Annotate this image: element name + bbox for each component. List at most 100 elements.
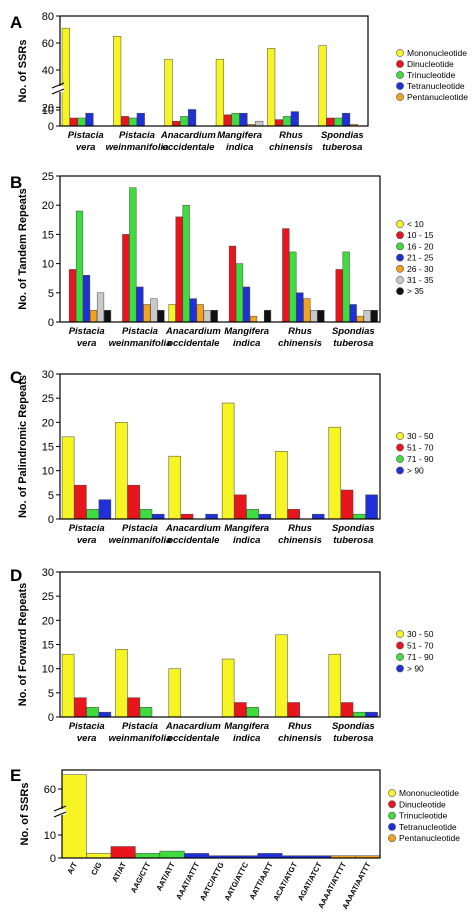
y-tick-label: 60 bbox=[44, 784, 56, 796]
y-axis-label-a: No. of SSRs bbox=[17, 40, 29, 103]
bar bbox=[289, 251, 297, 323]
bar bbox=[221, 402, 235, 520]
y-tick-label: 20 bbox=[42, 615, 54, 627]
legend-swatch bbox=[396, 630, 404, 638]
bar bbox=[335, 269, 343, 323]
category-label: chinensis bbox=[278, 338, 322, 349]
bar bbox=[290, 111, 299, 127]
axis-break-mask bbox=[52, 86, 64, 92]
bar bbox=[61, 27, 70, 127]
category-label: Rhus bbox=[279, 130, 303, 141]
bar bbox=[86, 509, 99, 520]
y-axis-label-d: No. of Forward Repeats bbox=[17, 583, 29, 706]
panel-label-e: E bbox=[10, 766, 21, 785]
bar bbox=[139, 707, 153, 718]
bar bbox=[223, 114, 232, 127]
category-label: occidentale bbox=[162, 142, 215, 153]
bar bbox=[139, 509, 153, 520]
y-tick-label: 5 bbox=[48, 490, 54, 502]
category-label: vera bbox=[77, 733, 97, 744]
bar bbox=[334, 117, 343, 127]
bars-a bbox=[61, 27, 359, 127]
y-tick-label: 25 bbox=[42, 393, 54, 405]
bar bbox=[356, 315, 364, 323]
y-tick-label: 60 bbox=[42, 38, 54, 50]
category-label: AAAT/ATTT bbox=[174, 860, 201, 901]
category-label: Pistacia bbox=[69, 523, 105, 534]
bar bbox=[77, 117, 86, 127]
category-label: ACAT/ATGT bbox=[271, 860, 299, 902]
bar bbox=[188, 109, 197, 127]
bar bbox=[159, 850, 185, 859]
bar bbox=[317, 310, 325, 323]
bar bbox=[365, 711, 378, 718]
y-tick-label: 10 bbox=[42, 664, 54, 676]
y-axis-b: 0 5 10 15 20 25 No. of Tandem Repeats bbox=[17, 171, 60, 329]
bar bbox=[365, 494, 378, 520]
bar bbox=[246, 707, 259, 718]
category-label: Anacardium bbox=[160, 130, 216, 141]
bar bbox=[239, 112, 248, 127]
bar bbox=[168, 455, 182, 520]
legend-label: 51 - 70 bbox=[407, 443, 434, 453]
legend-swatch bbox=[396, 664, 404, 673]
bar bbox=[180, 513, 194, 520]
y-tick-label: 15 bbox=[42, 229, 54, 241]
legend-swatch bbox=[396, 466, 404, 475]
y-axis-label-c: No. of Palindromic Repeats bbox=[17, 375, 29, 518]
legend-swatch bbox=[396, 287, 404, 296]
category-label: Pistacia bbox=[68, 130, 104, 141]
bar bbox=[342, 251, 350, 323]
y-tick-label: 30 bbox=[42, 567, 54, 579]
bar bbox=[157, 310, 165, 323]
bar bbox=[180, 116, 189, 127]
axis-break-mark bbox=[51, 82, 65, 89]
legend-swatch bbox=[388, 811, 396, 820]
bar bbox=[69, 117, 78, 127]
legend-swatch bbox=[396, 264, 404, 273]
category-label: AGAT/ATCT bbox=[296, 860, 324, 902]
category-label: AATT/AATT bbox=[248, 860, 275, 901]
bar bbox=[115, 649, 128, 718]
legend-label: > 35 bbox=[407, 286, 424, 296]
legend-swatch bbox=[396, 71, 404, 79]
y-tick-label: 10 bbox=[42, 466, 54, 478]
legend-label: 31 - 35 bbox=[407, 275, 434, 285]
plot-frame-e bbox=[61, 769, 381, 859]
legend-label: 10 - 15 bbox=[407, 230, 434, 240]
bar bbox=[249, 315, 258, 323]
bar bbox=[326, 117, 335, 127]
bar bbox=[328, 426, 342, 520]
bar bbox=[275, 451, 288, 520]
y-tick-label: 25 bbox=[42, 591, 54, 603]
category-label: tuberosa bbox=[322, 142, 362, 153]
category-label: Rhus bbox=[288, 523, 312, 534]
category-label: Pistacia bbox=[69, 326, 105, 337]
bar bbox=[282, 228, 290, 323]
y-tick-label: 20 bbox=[42, 200, 54, 212]
category-label: AATG/ATTC bbox=[222, 860, 250, 902]
bar bbox=[61, 436, 75, 520]
bar bbox=[113, 36, 122, 127]
legend-label: > 90 bbox=[407, 664, 424, 674]
legend-label: Dinucleotide bbox=[399, 799, 446, 809]
bar bbox=[287, 702, 300, 718]
legend-label: Trinucleotide bbox=[399, 811, 448, 821]
legend-swatch bbox=[388, 800, 396, 809]
bar bbox=[318, 45, 327, 127]
category-label: vera bbox=[77, 535, 97, 546]
panel-label-b: B bbox=[10, 173, 22, 192]
bar bbox=[287, 509, 300, 520]
bar bbox=[205, 513, 218, 520]
y-tick-label: 10 bbox=[42, 259, 54, 271]
panel-label-d: D bbox=[10, 566, 22, 585]
bar bbox=[263, 310, 272, 323]
y-axis-d: 0 5 10 15 20 25 30 No. of Forward Repeats bbox=[17, 567, 60, 724]
y-tick-label: 15 bbox=[42, 442, 54, 454]
legend-swatch bbox=[396, 455, 404, 463]
bar bbox=[310, 310, 318, 323]
y-tick-label: 20 bbox=[42, 102, 54, 114]
bar bbox=[221, 658, 235, 718]
bar bbox=[150, 298, 158, 323]
